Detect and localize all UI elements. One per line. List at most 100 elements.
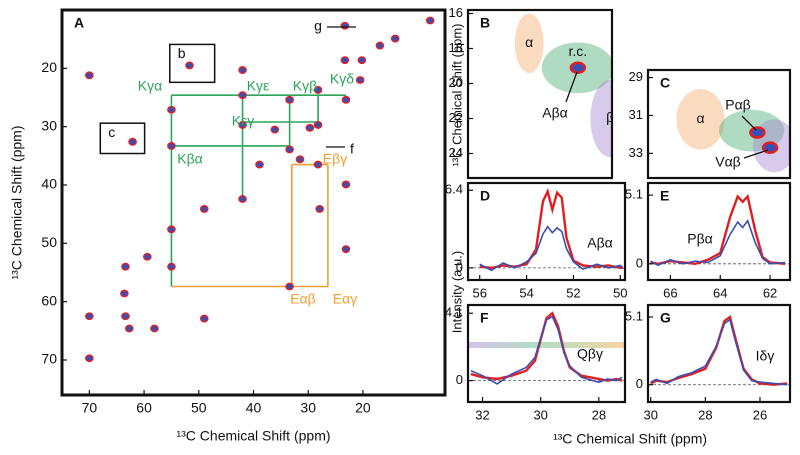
panel-border: [646, 181, 792, 282]
y-tick-label: 70: [41, 351, 57, 367]
peak: [305, 123, 315, 132]
x-tick-label: 50: [191, 400, 207, 416]
plot-area: [648, 314, 790, 386]
peak: [85, 312, 94, 321]
region-label: α: [525, 34, 533, 50]
zoom-box-label: b: [178, 45, 186, 61]
peak: [341, 180, 351, 189]
panel-border: [466, 8, 614, 180]
spectrum-line: [479, 225, 624, 272]
annotation: Kβα: [177, 151, 202, 167]
peak: [285, 282, 294, 291]
peak: [238, 91, 247, 100]
y-tick-label: 50: [41, 234, 57, 250]
panel-border: [646, 68, 792, 180]
annotation: Kγβ: [293, 78, 317, 94]
y-tick-label: 0: [456, 259, 463, 274]
y-tick-label: 16: [449, 5, 463, 20]
annotation: f: [350, 141, 354, 157]
plot-area: α r.c. β: [514, 13, 614, 157]
x-tick-label: 64: [713, 285, 727, 300]
x-tick-label: 60: [136, 400, 152, 416]
annotation: Pαβ: [725, 97, 750, 113]
peak: [315, 205, 325, 213]
peak: [749, 126, 766, 139]
peak: [121, 262, 130, 271]
y-axis-label: ¹³C Chemical Shift (ppm): [9, 125, 25, 279]
x-tick-label: 28: [592, 407, 606, 422]
region-label: β: [606, 109, 614, 125]
annotation: Kγε: [247, 78, 270, 94]
annotation: Vαβ: [715, 154, 740, 170]
y-tick-label: 6.4: [445, 182, 463, 197]
y-tick-label: 31: [629, 107, 643, 122]
plot-area: [468, 188, 625, 272]
peak: [167, 262, 176, 271]
plot-area: [648, 193, 790, 267]
spectrum-line: [470, 315, 623, 385]
x-tick-label: 30: [533, 407, 547, 422]
panel-label: D: [480, 188, 490, 204]
region-label: α: [696, 110, 704, 126]
annotation: Aβα: [542, 105, 567, 121]
peak: [238, 121, 247, 129]
panel-frame: [648, 305, 790, 402]
peak: [185, 61, 194, 70]
y-axis-label: ¹³C Chemical Shift (ppm): [449, 23, 464, 166]
x-tick-label: 30: [643, 407, 657, 422]
annotation: Eβγ: [323, 151, 347, 167]
y-tick-label: 33: [629, 145, 643, 160]
x-tick-label: 50: [613, 285, 627, 300]
x-tick-label: 32: [475, 407, 489, 422]
x-axis-label: ¹³C Chemical Shift (ppm): [176, 428, 330, 444]
zoom-box: [99, 122, 146, 155]
peak: [150, 324, 159, 333]
peak: [285, 95, 294, 104]
panel-label: E: [660, 188, 669, 204]
y-tick-label: 0: [636, 376, 643, 391]
panel-label: G: [660, 310, 671, 326]
panel-frame: [468, 183, 625, 280]
region-label: r.c.: [568, 43, 587, 59]
panel-border: [466, 303, 627, 404]
region: [590, 80, 612, 157]
peak: [285, 145, 294, 154]
y-tick-label: 20: [41, 59, 57, 75]
x-tick-label: 28: [698, 407, 712, 422]
panel-border: [466, 181, 627, 282]
y-tick-label: 18: [449, 40, 463, 55]
leader-line: [743, 149, 769, 159]
peak: [270, 125, 280, 134]
x-tick-label: 56: [472, 285, 486, 300]
y-tick-label: 20: [449, 75, 463, 90]
y-tick-label: 60: [41, 292, 57, 308]
peak: [295, 155, 305, 164]
y-tick-label: 40: [41, 176, 57, 192]
plot-area: [468, 311, 625, 385]
peak: [569, 61, 587, 74]
peak: [313, 160, 323, 169]
peak: [238, 66, 247, 74]
annotation: Eαγ: [333, 291, 357, 307]
leader-line: [741, 115, 757, 131]
y-tick-label: 5.1: [625, 308, 643, 323]
peak: [425, 16, 435, 25]
peak: [124, 324, 134, 333]
peak: [340, 21, 350, 30]
peak: [390, 34, 400, 43]
x-tick-label: 20: [355, 400, 371, 416]
panel-frame: [62, 10, 445, 395]
region: [514, 13, 544, 73]
panel-label: B: [480, 15, 490, 31]
y-tick-label: 0: [636, 255, 643, 270]
spectrum-line: [650, 219, 786, 267]
peak: [313, 121, 323, 129]
peak: [375, 41, 385, 50]
y-tick-label: 22: [449, 110, 463, 125]
peak: [120, 289, 129, 298]
peak: [238, 195, 247, 203]
peak: [313, 86, 323, 94]
peak: [255, 160, 264, 169]
x-tick-label: 30: [300, 400, 316, 416]
